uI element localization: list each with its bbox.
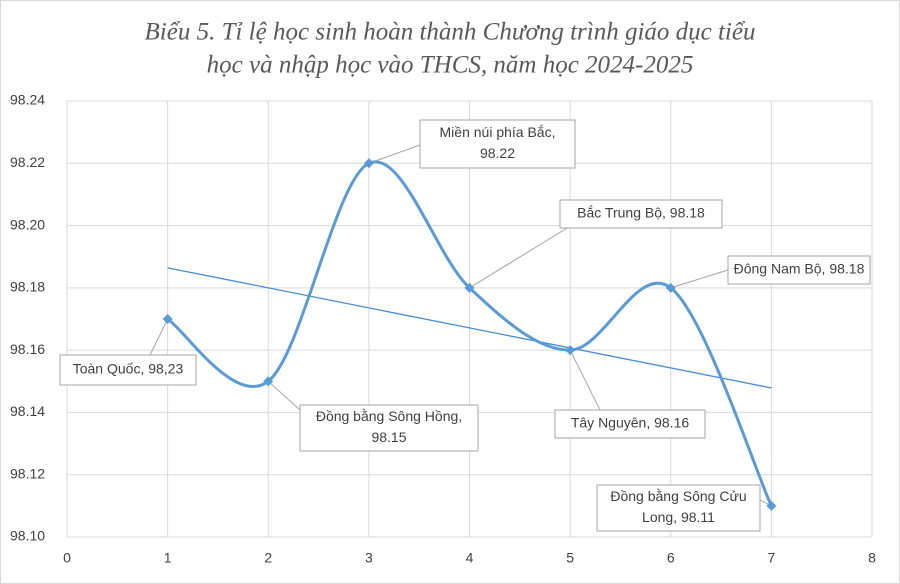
- annotation: Đồng bằng Sông Cửu: [610, 488, 746, 504]
- leader-line: [267, 380, 301, 411]
- annotation: Đông Nam Bộ, 98.18: [734, 261, 865, 277]
- annotation-box: [727, 255, 871, 285]
- leader-line: [149, 318, 169, 356]
- y-tick-label: 98.18: [10, 279, 45, 295]
- annotation-box: [559, 199, 723, 229]
- leader-line: [368, 144, 421, 164]
- annotation: Toàn Quốc, 98,23: [73, 361, 184, 377]
- chart-title: học và nhập học vào THCS, năm học 2024-2…: [207, 52, 694, 79]
- x-tick-label: 5: [566, 550, 574, 566]
- x-tick-label: 4: [466, 550, 474, 566]
- x-tick-label: 2: [264, 550, 272, 566]
- annotation-box: [554, 409, 706, 439]
- x-tick-label: 6: [667, 550, 675, 566]
- annotation: 98.22: [480, 145, 515, 161]
- marker: [766, 500, 777, 511]
- x-tick-label: 8: [868, 550, 876, 566]
- marker: [565, 345, 576, 356]
- x-tick-label: 7: [767, 550, 775, 566]
- y-tick-label: 98.10: [10, 528, 45, 544]
- annotation: Tây Nguyên, 98.16: [571, 415, 690, 431]
- y-tick-label: 98.22: [10, 154, 45, 170]
- y-tick-label: 98.12: [10, 465, 45, 481]
- annotation-box: [596, 484, 761, 532]
- annotation: Long, 98.11: [642, 509, 715, 525]
- annotation: Miền núi phía Bắc,: [440, 124, 556, 140]
- marker: [665, 282, 676, 293]
- marker: [263, 376, 274, 387]
- marker: [162, 314, 173, 324]
- annotation: Đồng bằng Sông Hồng,: [316, 408, 462, 424]
- x-tick-label: 1: [164, 550, 172, 566]
- series-line: [166, 160, 773, 507]
- y-tick-label: 98.16: [10, 341, 45, 357]
- leader-line: [569, 349, 601, 411]
- y-tick-label: 98.24: [10, 92, 45, 108]
- annotation-box: [59, 354, 197, 386]
- annotation: Bắc Trung Bộ, 98.18: [577, 205, 705, 221]
- y-tick-label: 98.20: [10, 216, 45, 232]
- annotation: 98.15: [371, 429, 406, 445]
- annotation-box: [299, 404, 479, 452]
- x-tick-label: 3: [365, 550, 373, 566]
- chart-title: Biểu 5. Tỉ lệ học sinh hoàn thành Chương…: [145, 19, 756, 46]
- marker: [363, 158, 374, 169]
- y-tick-label: 98.14: [10, 403, 45, 419]
- marker: [464, 282, 475, 293]
- leader-line: [670, 269, 729, 289]
- x-tick-label: 0: [63, 550, 71, 566]
- annotation-box: [419, 119, 576, 169]
- trendline: [167, 267, 772, 389]
